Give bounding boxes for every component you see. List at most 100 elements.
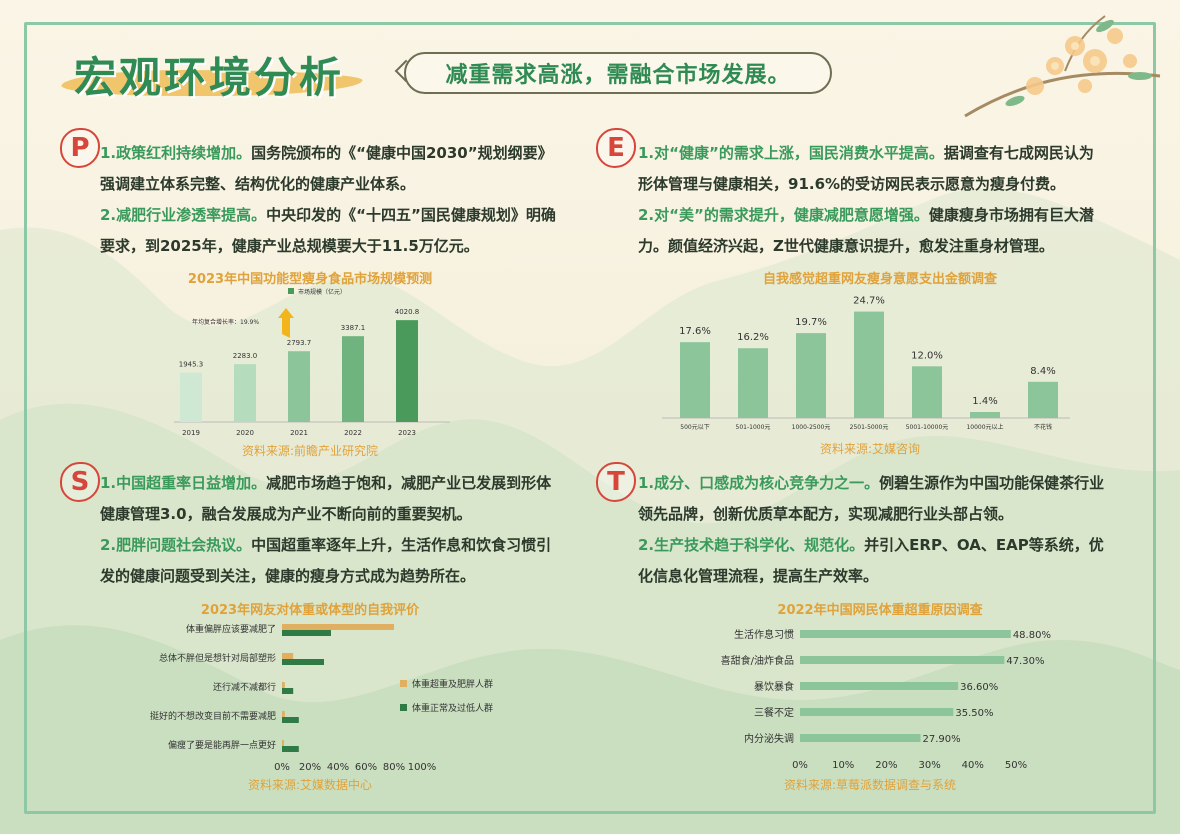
chart-1-market-size: 市场规模（亿元） 年均复合增长率：19.9% 1945.3 2019 2283.0 202… (174, 288, 450, 437)
chart-2-bar (912, 366, 942, 418)
chart-2-bar (738, 348, 768, 418)
chart-2-bar (970, 411, 1000, 418)
chart-1-value-label: 2793.7 (287, 339, 312, 347)
chart-1-bar (396, 320, 418, 422)
chart-4-value-label: 36.60% (960, 682, 998, 693)
chart-2-category-label: 10000元以上 (966, 423, 1003, 431)
chart-1-bar (180, 372, 202, 422)
chart-3-bar-normal (282, 746, 299, 752)
chart-2-category-label: 5001-10000元 (906, 424, 949, 431)
section-t-point-2: 2.生产技术趋于科学化、规范化。并引入ERP、OA、EAP等系统，优化信息化管理… (638, 530, 1108, 592)
chart-4-bar (800, 682, 959, 690)
chart-4-bar (800, 708, 954, 716)
section-p-point-2-text: 中央印发的《“十四五”国民健康规划》明确要求，到2025年，健康产业总规模要大于… (100, 206, 556, 255)
section-t-point-1: 1.成分、口感成为核心竞争力之一。例碧生源作为中国功能保健茶行业领先品牌，创新优… (638, 468, 1108, 530)
section-s-point-1-text: 减肥市场趋于饱和，减肥产业已发展到形体健康管理3.0，融合发展成为产业不断向前的… (100, 474, 552, 523)
chart-1-bar (288, 351, 310, 422)
chart-1-growth-arrow-icon (278, 308, 294, 338)
section-s-point-2-heading: 2.肥胖问题社会热议。 (100, 536, 252, 554)
chart-1-value-label: 2283.0 (233, 352, 258, 360)
chart-4-title: 2022年中国网民体重超重原因调查 (777, 603, 983, 618)
chart-4-tick-label: 20% (875, 760, 897, 771)
chart-1-category-label: 2023 (398, 429, 416, 437)
chart-2-title: 自我感觉超重网友瘦身意愿支出金额调查 (762, 272, 997, 287)
chart-1-category-label: 2021 (290, 429, 308, 437)
section-s-paragraph: 1.中国超重率日益增加。减肥市场趋于饱和，减肥产业已发展到形体健康管理3.0，融… (100, 468, 560, 592)
section-e-point-1-text: 据调查有七成网民认为形体管理与健康相关，91.6%的受访网民表示愿意为瘦身付费。 (638, 144, 1094, 193)
section-letter-s: S (60, 462, 100, 502)
chart-3-legend-swatch (400, 680, 407, 687)
section-s-point-1: 1.中国超重率日益增加。减肥市场趋于饱和，减肥产业已发展到形体健康管理3.0，融… (100, 468, 560, 530)
chart-4-bar (800, 734, 921, 742)
section-letter-e: E (596, 128, 636, 168)
chart-3-tick-label: 80% (383, 762, 405, 773)
chart-2-category-label: 501-1000元 (736, 424, 771, 431)
chart-3-category-label: 偏瘦了要是能再胖一点更好 (168, 739, 276, 751)
chart-2-value-label: 1.4% (972, 396, 997, 407)
section-e-point-1: 1.对“健康”的需求上涨，国民消费水平提高。据调查有七成网民认为形体管理与健康相… (638, 138, 1108, 200)
chart-1-category-label: 2020 (236, 429, 254, 437)
chart-3-bar-normal (282, 630, 331, 636)
chart-2-value-label: 8.4% (1030, 366, 1055, 377)
chart-4-value-label: 35.50% (955, 708, 993, 719)
chart-3-tick-label: 40% (327, 762, 349, 773)
chart-2-value-label: 24.7% (853, 296, 885, 307)
chart-2-value-label: 12.0% (911, 350, 943, 361)
chart-3-bar-overweight (282, 653, 294, 659)
chart-3-tick-label: 20% (299, 762, 321, 773)
chart-4-bar (800, 656, 1005, 664)
chart-2-category-label: 500元以下 (680, 424, 709, 431)
chart-3-self-evaluation: 体重偏胖应该要减肥了总体不胖但是想针对局部塑形还行减不减都行挺好的不想改变目前不… (150, 623, 493, 773)
section-s-point-2: 2.肥胖问题社会热议。中国超重率逐年上升，生活作息和饮食习惯引发的健康问题受到关… (100, 530, 560, 592)
chart-1-annotation: 年均复合增长率：19.9% (192, 318, 259, 326)
chart-1-value-label: 3387.1 (341, 324, 366, 332)
section-s-point-2-text: 中国超重率逐年上升，生活作息和饮食习惯引发的健康问题受到关注，健康的瘦身方式成为… (100, 536, 552, 585)
chart-2-category-label: 不花钱 (1034, 423, 1052, 431)
chart-3-bar-normal (282, 717, 299, 723)
section-p-point-1-text: 国务院颁布的《“健康中国2030”规划纲要》强调建立体系完整、结构优化的健康产业… (100, 144, 553, 193)
chart-4-category-label: 三餐不定 (754, 706, 794, 719)
chart-3-category-label: 体重偏胖应该要减肥了 (186, 623, 276, 635)
chart-4-value-label: 48.80% (1013, 630, 1051, 641)
chart-3-bar-overweight (282, 740, 284, 746)
chart-3-bar-overweight (282, 682, 285, 688)
section-p-paragraph: 1.政策红利持续增加。国务院颁布的《“健康中国2030”规划纲要》强调建立体系完… (100, 138, 560, 262)
page-title-block: 宏观环境分析 (59, 40, 365, 102)
chart-3-bar-normal (282, 688, 294, 694)
chart-2-source: 资料来源:艾媒咨询 (819, 442, 921, 456)
chart-3-bar-overweight (282, 711, 285, 717)
chart-3-tick-label: 60% (355, 762, 377, 773)
page-title: 宏观环境分析 (74, 53, 345, 102)
chart-3-tick-label: 0% (274, 762, 290, 773)
section-e-point-2: 2.对“美”的需求提升，健康减肥意愿增强。健康瘦身市场拥有巨大潜力。颜值经济兴起… (638, 200, 1108, 262)
chart-3-title: 2023年网友对体重或体型的自我评价 (200, 603, 420, 618)
section-t-point-2-text: 并引入ERP、OA、EAP等系统，优化信息化管理流程，提高生产效率。 (638, 536, 1104, 585)
chart-2-bar (854, 311, 884, 418)
section-p-point-1: 1.政策红利持续增加。国务院颁布的《“健康中国2030”规划纲要》强调建立体系完… (100, 138, 560, 200)
chart-4-tick-label: 10% (832, 760, 854, 771)
chart-3-legend-label: 体重超重及肥胖人群 (412, 678, 493, 690)
chart-4-tick-label: 0% (792, 760, 808, 771)
chart-1-legend-swatch (288, 288, 294, 294)
chart-1-title: 2023年中国功能型瘦身食品市场规模预测 (187, 272, 433, 287)
chart-4-bar (800, 630, 1011, 638)
section-t-point-1-text: 例碧生源作为中国功能保健茶行业领先品牌，创新优质草本配方，实现减肥行业头部占领。 (638, 474, 1105, 523)
chart-4-category-label: 生活作息习惯 (734, 628, 794, 641)
chart-4-category-label: 暴饮暴食 (754, 680, 794, 693)
chart-3-legend-label: 体重正常及过低人群 (412, 702, 493, 714)
chart-1-value-label: 4020.8 (395, 308, 420, 316)
chart-2-category-label: 1000-2500元 (792, 424, 831, 431)
chart-2-value-label: 17.6% (679, 326, 711, 337)
chart-1-value-label: 1945.3 (179, 361, 204, 369)
chart-2-value-label: 19.7% (795, 317, 827, 328)
chart-3-bar-normal (282, 659, 324, 665)
chart-4-value-label: 47.30% (1006, 656, 1044, 667)
page-subtitle: 减重需求高涨，需融合市场发展。 (445, 63, 791, 88)
chart-4-category-label: 喜甜食/油炸食品 (721, 654, 794, 667)
chart-4-category-label: 内分泌失调 (744, 732, 794, 745)
section-e-point-1-heading: 1.对“健康”的需求上涨，国民消费水平提高。 (638, 144, 944, 162)
chart-1-legend-label: 市场规模（亿元） (298, 288, 346, 296)
chart-1-bar (234, 364, 256, 422)
